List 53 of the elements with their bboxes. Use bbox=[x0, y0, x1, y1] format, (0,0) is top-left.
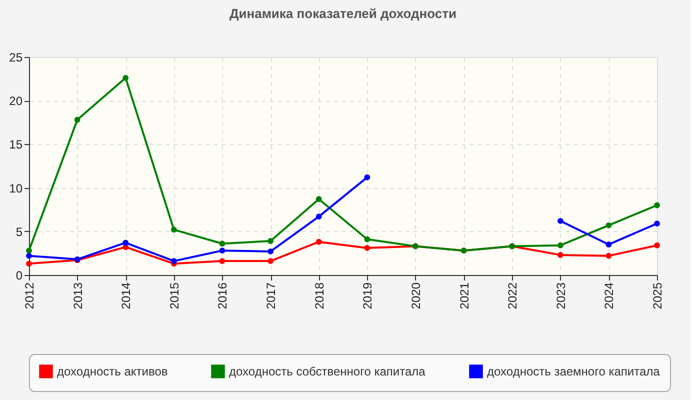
point bbox=[606, 242, 612, 248]
point bbox=[606, 252, 612, 259]
point bbox=[170, 258, 177, 264]
point bbox=[364, 245, 370, 251]
point bbox=[654, 202, 660, 208]
point bbox=[316, 214, 322, 220]
x-tick-label: 2013 bbox=[70, 282, 85, 310]
x-tick-label: 2015 bbox=[167, 282, 182, 310]
x-tick-label: 2017 bbox=[264, 282, 278, 310]
point bbox=[364, 236, 370, 242]
x-tick-label: 2016 bbox=[216, 282, 230, 310]
point bbox=[26, 260, 32, 267]
point bbox=[654, 220, 660, 227]
y-tick-label: 15 bbox=[9, 138, 23, 152]
y-tick-label: 20 bbox=[9, 94, 23, 108]
x-tick-label: 2018 bbox=[312, 282, 326, 310]
x-tick-label: 2020 bbox=[408, 282, 423, 310]
x-tick-label: 2022 bbox=[506, 282, 520, 310]
x-tick-label: 2012 bbox=[22, 282, 36, 310]
x-tick-label: 2023 bbox=[554, 282, 568, 310]
legend-label: доходность активов bbox=[57, 364, 168, 378]
point bbox=[557, 218, 564, 224]
point bbox=[268, 238, 274, 244]
point bbox=[268, 248, 274, 254]
point bbox=[122, 74, 129, 81]
point bbox=[26, 252, 32, 259]
y-tick-label: 25 bbox=[9, 50, 23, 64]
x-tick-label: 2024 bbox=[602, 282, 616, 310]
point bbox=[74, 116, 80, 123]
chart-title: Динамика показателей доходности bbox=[229, 6, 457, 21]
point bbox=[219, 240, 226, 247]
point bbox=[654, 242, 660, 248]
point bbox=[26, 248, 32, 254]
point bbox=[557, 242, 564, 248]
point bbox=[316, 238, 322, 245]
point bbox=[606, 222, 612, 228]
point bbox=[170, 226, 177, 233]
point bbox=[557, 252, 564, 258]
point bbox=[364, 174, 370, 180]
x-tick-label: 2025 bbox=[650, 282, 664, 310]
point bbox=[268, 258, 274, 264]
point bbox=[122, 240, 129, 246]
x-tick-label: 2014 bbox=[119, 282, 134, 310]
y-tick-label: 10 bbox=[9, 181, 23, 196]
legend-label: доходность собственного капитала bbox=[229, 364, 426, 378]
legend-label: доходность заемного капитала bbox=[487, 364, 660, 378]
x-tick-label: 2021 bbox=[457, 282, 472, 310]
point bbox=[316, 196, 322, 202]
x-tick-label: 2019 bbox=[360, 282, 375, 310]
point bbox=[219, 248, 226, 254]
y-tick-label: 5 bbox=[16, 224, 23, 239]
point bbox=[219, 258, 226, 264]
y-tick-label: 0 bbox=[16, 268, 23, 282]
